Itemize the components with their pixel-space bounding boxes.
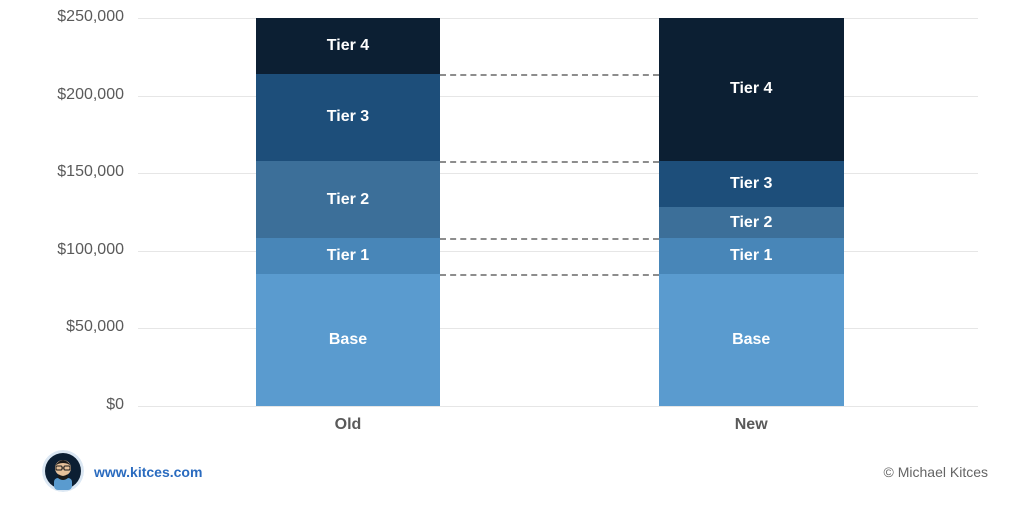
segment-label: Tier 3 — [327, 108, 369, 126]
segment-label: Tier 3 — [730, 175, 772, 193]
connector-line — [440, 274, 658, 276]
copyright-text: © Michael Kitces — [884, 464, 988, 480]
connector-line — [440, 161, 658, 163]
avatar — [42, 450, 84, 492]
y-tick-label: $100,000 — [14, 241, 124, 259]
segment-new-tier-3: Tier 3 — [659, 161, 844, 208]
segment-old-tier-2: Tier 2 — [256, 161, 441, 239]
segment-label: Tier 1 — [730, 247, 772, 265]
gridline — [138, 406, 978, 407]
segment-new-base: Base — [659, 274, 844, 406]
y-tick-label: $0 — [14, 396, 124, 414]
y-tick-label: $150,000 — [14, 163, 124, 181]
x-tick-label-new: New — [659, 416, 844, 434]
connector-line — [440, 238, 658, 240]
segment-new-tier-2: Tier 2 — [659, 207, 844, 238]
segment-old-tier-3: Tier 3 — [256, 74, 441, 161]
stage: $0 $50,000 $100,000 $150,000 $200,000 $250,00… — [0, 0, 1024, 512]
segment-old-tier-1: Tier 1 — [256, 238, 441, 274]
segment-label: Base — [329, 331, 367, 349]
y-tick-label: $200,000 — [14, 86, 124, 104]
segment-label: Tier 2 — [327, 191, 369, 209]
avatar-icon — [42, 450, 84, 492]
segment-old-base: Base — [256, 274, 441, 406]
y-tick-label: $250,000 — [14, 8, 124, 26]
segment-label: Tier 2 — [730, 214, 772, 232]
connector-line — [440, 74, 658, 76]
segment-label: Tier 4 — [730, 80, 772, 98]
segment-label: Tier 1 — [327, 247, 369, 265]
segment-label: Tier 4 — [327, 37, 369, 55]
segment-label: Base — [732, 331, 770, 349]
segment-old-tier-4: Tier 4 — [256, 18, 441, 74]
segment-new-tier-1: Tier 1 — [659, 238, 844, 274]
site-link[interactable]: www.kitces.com — [94, 464, 202, 480]
x-tick-label-old: Old — [256, 416, 441, 434]
bar-new: Base Tier 1 Tier 2 Tier 3 Tier 4 — [659, 18, 844, 406]
segment-new-tier-4: Tier 4 — [659, 18, 844, 161]
bar-old: Base Tier 1 Tier 2 Tier 3 Tier 4 — [256, 18, 441, 406]
y-tick-label: $50,000 — [14, 318, 124, 336]
chart-area: $0$50,000$100,000$150,000$200,000$250,00… — [138, 18, 978, 406]
